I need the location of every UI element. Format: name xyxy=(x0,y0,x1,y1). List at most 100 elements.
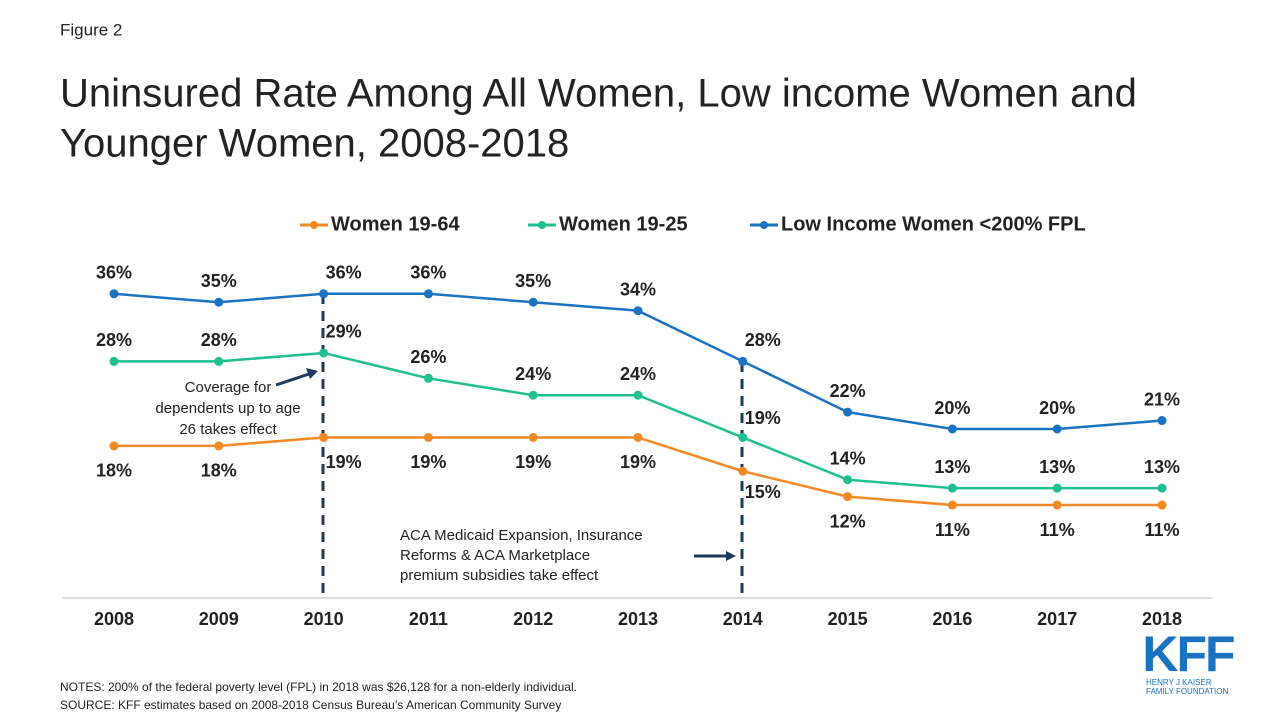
data-point xyxy=(738,466,748,476)
value-label: 29% xyxy=(326,322,362,342)
data-point xyxy=(214,297,224,307)
legend-marker xyxy=(760,221,768,229)
x-tick-label: 2013 xyxy=(618,609,658,629)
figure-label: Figure 2 xyxy=(60,20,122,39)
data-point xyxy=(738,356,748,366)
data-point xyxy=(423,432,433,442)
value-label: 36% xyxy=(326,263,362,283)
data-point xyxy=(843,407,853,417)
chart-title: Uninsured Rate Among All Women, Low inco… xyxy=(60,72,1137,116)
value-label: 13% xyxy=(934,457,970,477)
data-point xyxy=(109,356,119,366)
value-label: 26% xyxy=(410,347,446,367)
value-label: 19% xyxy=(410,452,446,472)
annotation: Reforms & ACA Marketplace xyxy=(400,547,590,564)
annotation: ACA Medicaid Expansion, Insurance xyxy=(400,527,643,544)
x-tick-label: 2012 xyxy=(513,609,553,629)
legend-marker xyxy=(310,221,318,229)
value-label: 28% xyxy=(96,330,132,350)
data-point xyxy=(738,432,748,442)
data-point xyxy=(319,289,329,299)
annotation: 26 takes effect xyxy=(179,421,277,438)
value-label: 22% xyxy=(830,381,866,401)
legend-marker xyxy=(538,221,546,229)
value-label: 14% xyxy=(830,448,866,468)
value-label: 34% xyxy=(620,279,656,299)
legend-label: Women 19-25 xyxy=(559,213,688,235)
annotation-arrow-head xyxy=(306,368,318,379)
value-label: 21% xyxy=(1144,389,1180,409)
x-tick-label: 2015 xyxy=(828,609,868,629)
x-tick-label: 2010 xyxy=(304,609,344,629)
value-label: 11% xyxy=(1040,520,1075,540)
data-point xyxy=(843,475,853,485)
data-point xyxy=(1052,424,1062,434)
data-point xyxy=(528,390,538,400)
chart-title: Younger Women, 2008-2018 xyxy=(60,122,569,166)
data-point xyxy=(528,297,538,307)
data-point xyxy=(1157,500,1167,510)
data-point xyxy=(1052,500,1062,510)
data-point xyxy=(947,424,957,434)
data-point xyxy=(214,441,224,451)
value-label: 15% xyxy=(745,482,781,502)
data-point xyxy=(1157,416,1167,426)
value-label: 18% xyxy=(96,461,132,481)
data-point xyxy=(528,432,538,442)
value-label: 19% xyxy=(515,452,551,472)
data-point xyxy=(109,289,119,299)
x-tick-label: 2014 xyxy=(723,609,763,629)
data-point xyxy=(633,306,643,316)
data-point xyxy=(319,432,329,442)
data-point xyxy=(947,483,957,493)
data-point xyxy=(633,390,643,400)
note: NOTES: 200% of the federal poverty level… xyxy=(60,680,577,694)
x-tick-label: 2009 xyxy=(199,609,239,629)
value-label: 36% xyxy=(96,263,132,283)
value-label: 28% xyxy=(745,330,781,350)
x-tick-label: 2018 xyxy=(1142,609,1182,629)
value-label: 19% xyxy=(745,408,781,428)
x-tick-label: 2016 xyxy=(932,609,972,629)
data-point xyxy=(843,492,853,502)
value-label: 18% xyxy=(201,461,237,481)
x-tick-label: 2017 xyxy=(1037,609,1077,629)
value-label: 13% xyxy=(1039,457,1075,477)
logo-line: FAMILY FOUNDATION xyxy=(1146,687,1228,696)
value-label: 12% xyxy=(830,511,866,531)
annotation: dependents up to age xyxy=(155,400,300,417)
value-label: 19% xyxy=(620,452,656,472)
data-point xyxy=(633,432,643,442)
data-point xyxy=(214,356,224,366)
value-label: 28% xyxy=(201,330,237,350)
data-point xyxy=(947,500,957,510)
value-label: 35% xyxy=(515,271,551,291)
data-point xyxy=(423,289,433,299)
annotation: premium subsidies take effect xyxy=(400,567,599,584)
data-point xyxy=(1157,483,1167,493)
data-point xyxy=(1052,483,1062,493)
x-tick-label: 2008 xyxy=(94,609,134,629)
x-tick-label: 2011 xyxy=(409,609,448,629)
value-label: 20% xyxy=(1039,398,1075,418)
value-label: 35% xyxy=(201,271,237,291)
value-label: 11% xyxy=(935,520,970,540)
value-label: 11% xyxy=(1144,520,1179,540)
logo-line: HENRY J KAISER xyxy=(1146,678,1212,687)
value-label: 24% xyxy=(620,364,656,384)
value-label: 36% xyxy=(410,263,446,283)
logo: KFF xyxy=(1142,626,1234,682)
data-point xyxy=(423,373,433,383)
value-label: 13% xyxy=(1144,457,1180,477)
data-point xyxy=(319,348,329,358)
annotation: Coverage for xyxy=(185,379,272,396)
value-label: 24% xyxy=(515,364,551,384)
value-label: 19% xyxy=(326,452,362,472)
value-label: 20% xyxy=(934,398,970,418)
annotation-arrow xyxy=(275,371,313,387)
source: SOURCE: KFF estimates based on 2008-2018… xyxy=(60,698,561,712)
legend-label: Low Income Women <200% FPL xyxy=(781,213,1086,235)
data-point xyxy=(109,441,119,451)
legend-label: Women 19-64 xyxy=(331,213,460,235)
